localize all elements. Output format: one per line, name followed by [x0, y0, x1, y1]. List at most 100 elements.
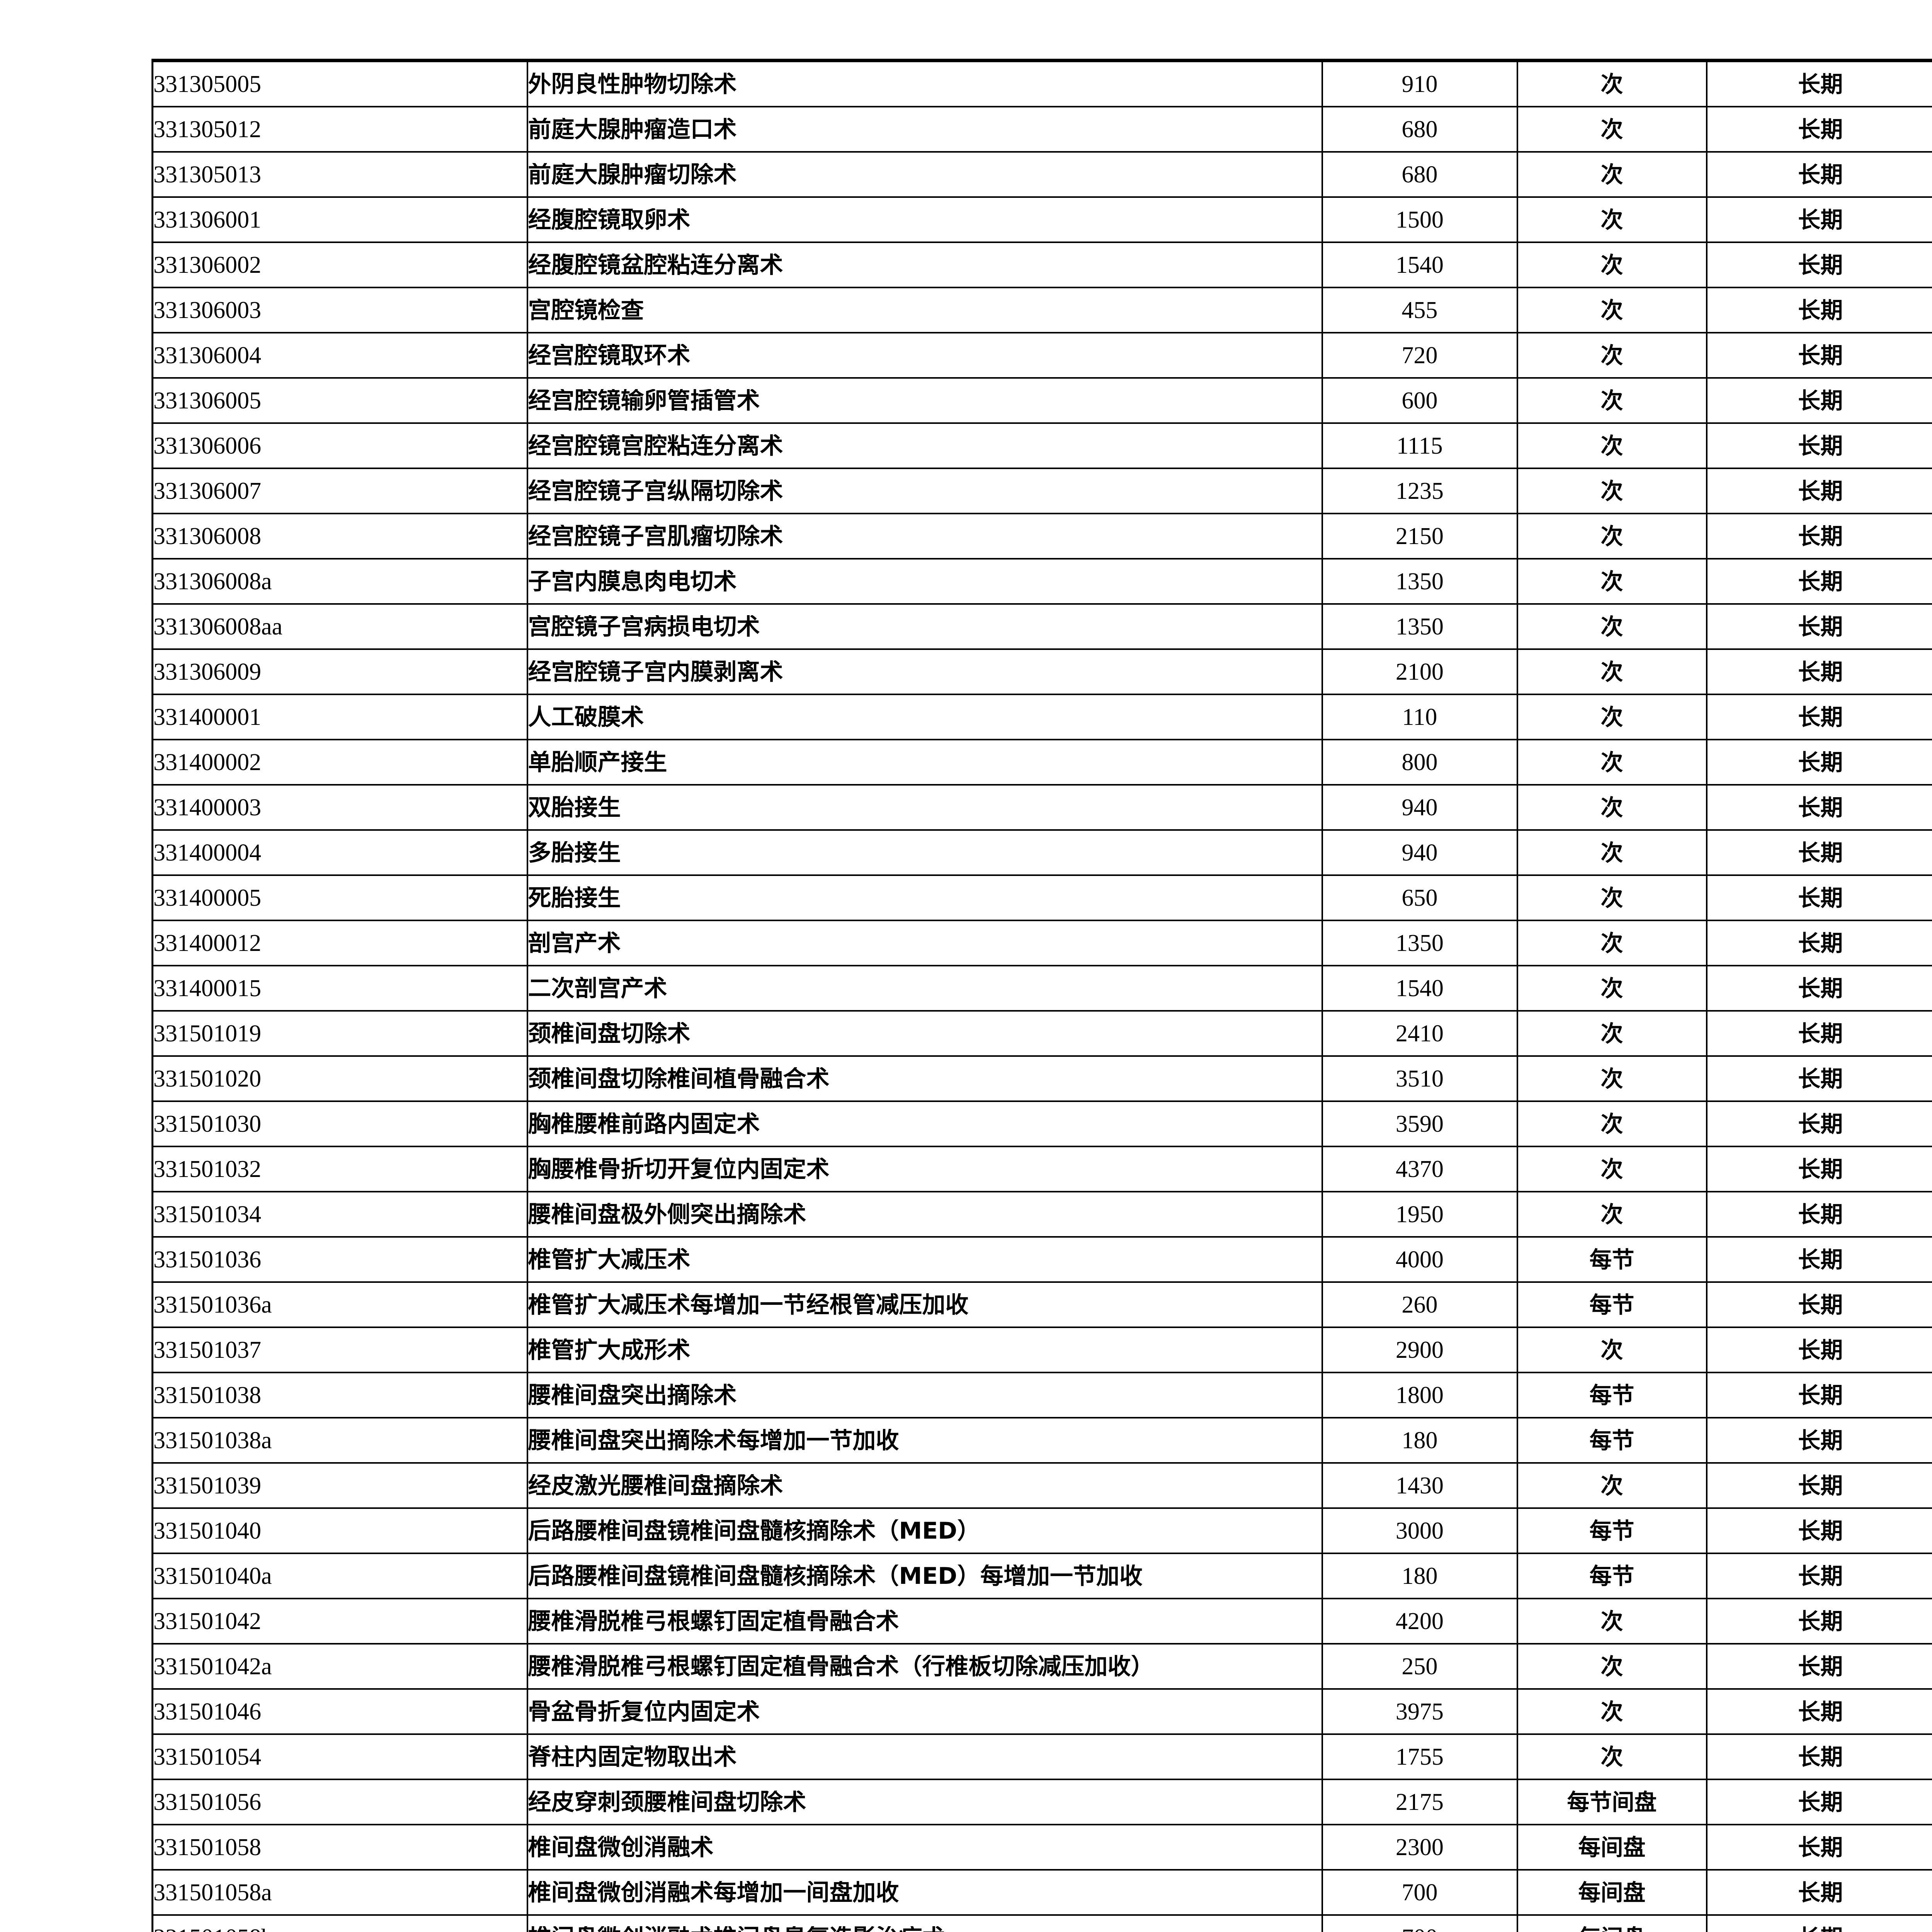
- table-row: 331501042a 腰椎滑脱椎弓根螺钉固定植骨融合术（行椎板切除减压加收） 250…: [151, 1643, 1932, 1690]
- cell-unit: 次: [1516, 694, 1708, 740]
- cell-service-name: 骨盆骨折复位内固定术: [526, 1688, 1323, 1735]
- cell-service-code: 331501039: [151, 1462, 528, 1509]
- cell-unit: 次: [1516, 287, 1708, 333]
- service-name-text: 单胎顺产接生: [528, 750, 667, 774]
- service-name-text: 椎管扩大减压术: [528, 1248, 690, 1271]
- cell-period: 长期: [1706, 603, 1932, 650]
- cell-period: 长期: [1706, 60, 1932, 107]
- cell-unit: 次: [1516, 60, 1708, 107]
- service-name-text: 经宫腔镜子宫肌瘤切除术: [528, 524, 783, 548]
- cell-price: 2900: [1321, 1327, 1518, 1373]
- cell-period: 长期: [1706, 196, 1932, 243]
- service-name-text: 后路腰椎间盘镜椎间盘髓核摘除术（MED）每增加一节加收: [528, 1564, 1143, 1588]
- cell-service-name: 经宫腔镜子宫内膜剥离术: [526, 648, 1323, 695]
- cell-unit: 次: [1516, 1100, 1708, 1147]
- cell-service-code: 331305013: [151, 151, 528, 198]
- cell-period: 长期: [1706, 106, 1932, 153]
- cell-service-name: 后路腰椎间盘镜椎间盘髓核摘除术（MED）: [526, 1507, 1323, 1554]
- table-row: 331501038 腰椎间盘突出摘除术 1800 每节 长期: [151, 1372, 1932, 1418]
- service-name-text: 外阴良性肿物切除术: [528, 72, 737, 96]
- service-name-text: 骨盆骨折复位内固定术: [528, 1700, 760, 1723]
- cell-unit: 每节: [1516, 1417, 1708, 1464]
- cell-unit: 次: [1516, 1643, 1708, 1690]
- cell-service-name: 经宫腔镜宫腔粘连分离术: [526, 422, 1323, 469]
- table-row: 331501030 胸椎腰椎前路内固定术 3590 次长期: [151, 1100, 1932, 1147]
- table-row: 331501058a 椎间盘微创消融术每增加一间盘加收 700 每间盘 长期: [151, 1869, 1932, 1916]
- cell-service-name: 经皮穿刺颈腰椎间盘切除术: [526, 1779, 1323, 1825]
- cell-service-code: 331306001: [151, 196, 528, 243]
- cell-service-code: 331400012: [151, 920, 528, 966]
- cell-service-name: 子宫内膜息肉电切术: [526, 558, 1323, 605]
- cell-unit: 次: [1516, 1327, 1708, 1373]
- service-name-text: 椎管扩大成形术: [528, 1338, 690, 1362]
- table-row: 331306008a 子宫内膜息肉电切术 1350 次长期: [151, 558, 1932, 605]
- cell-service-code: 331400002: [151, 739, 528, 786]
- cell-price: 260: [1321, 1281, 1518, 1328]
- cell-unit: 每节间盘: [1516, 1779, 1708, 1825]
- cell-price: 2150: [1321, 513, 1518, 560]
- service-name-text: 经皮激光腰椎间盘摘除术: [528, 1474, 783, 1497]
- table-row: 331400005 死胎接生 650 次长期: [151, 874, 1932, 921]
- cell-unit: 次: [1516, 106, 1708, 153]
- cell-period: 长期: [1706, 513, 1932, 560]
- cell-service-name: 颈椎间盘切除椎间植骨融合术: [526, 1055, 1323, 1102]
- cell-service-name: 经宫腔镜取环术: [526, 332, 1323, 379]
- cell-service-name: 后路腰椎间盘镜椎间盘髓核摘除术（MED）每增加一节加收: [526, 1553, 1323, 1599]
- cell-price: 3510: [1321, 1055, 1518, 1102]
- table-row: 331501040a 后路腰椎间盘镜椎间盘髓核摘除术（MED）每增加一节加收 180…: [151, 1553, 1932, 1599]
- cell-price: 180: [1321, 1417, 1518, 1464]
- cell-unit: 次: [1516, 513, 1708, 560]
- cell-service-name: 椎管扩大减压术每增加一节经根管减压加收: [526, 1281, 1323, 1328]
- service-name-text: 经腹腔镜取卵术: [528, 208, 690, 231]
- cell-price: 680: [1321, 106, 1518, 153]
- cell-price: 180: [1321, 1553, 1518, 1599]
- cell-unit: 每间盘: [1516, 1824, 1708, 1871]
- cell-period: 长期: [1706, 739, 1932, 786]
- cell-service-name: 前庭大腺肿瘤切除术: [526, 151, 1323, 198]
- cell-price: 1430: [1321, 1462, 1518, 1509]
- cell-period: 长期: [1706, 1100, 1932, 1147]
- cell-service-name: 前庭大腺肿瘤造口术: [526, 106, 1323, 153]
- cell-unit: 次: [1516, 332, 1708, 379]
- cell-price: 2175: [1321, 1779, 1518, 1825]
- cell-service-name: 腰椎间盘极外侧突出摘除术: [526, 1191, 1323, 1238]
- cell-price: 250: [1321, 1643, 1518, 1690]
- cell-service-name: 胸腰椎骨折切开复位内固定术: [526, 1146, 1323, 1192]
- cell-service-code: 331306006: [151, 422, 528, 469]
- table-row: 331306001 经腹腔镜取卵术 1500 次长期: [151, 196, 1932, 243]
- cell-price: 940: [1321, 829, 1518, 876]
- cell-price: 600: [1321, 377, 1518, 424]
- cell-period: 长期: [1706, 1598, 1932, 1645]
- table-row: 331400012 剖宫产术 1350 次长期: [151, 920, 1932, 966]
- cell-price: 1950: [1321, 1191, 1518, 1238]
- table-row: 331306007 经宫腔镜子宫纵隔切除术 1235 次长期: [151, 468, 1932, 514]
- cell-period: 长期: [1706, 648, 1932, 695]
- cell-service-code: 331501040a: [151, 1553, 528, 1599]
- cell-period: 长期: [1706, 422, 1932, 469]
- cell-unit: 次: [1516, 784, 1708, 831]
- cell-service-code: 331501040: [151, 1507, 528, 1554]
- table-row: 331501037 椎管扩大成形术 2900 次长期: [151, 1327, 1932, 1373]
- cell-period: 长期: [1706, 1507, 1932, 1554]
- cell-service-code: 331306003: [151, 287, 528, 333]
- cell-service-code: 331306002: [151, 242, 528, 288]
- cell-service-code: 331306007: [151, 468, 528, 514]
- cell-unit: 次: [1516, 1688, 1708, 1735]
- cell-period: 长期: [1706, 1643, 1932, 1690]
- cell-unit: 次: [1516, 648, 1708, 695]
- cell-unit: 次: [1516, 422, 1708, 469]
- cell-service-name: 经腹腔镜盆腔粘连分离术: [526, 242, 1323, 288]
- cell-unit: 每间盘: [1516, 1914, 1708, 1932]
- cell-price: 1350: [1321, 558, 1518, 605]
- table-row: 331305012 前庭大腺肿瘤造口术 680 次长期: [151, 106, 1932, 153]
- cell-price: 800: [1321, 739, 1518, 786]
- cell-unit: 次: [1516, 1146, 1708, 1192]
- cell-unit: 次: [1516, 468, 1708, 514]
- cell-service-code: 331306005: [151, 377, 528, 424]
- cell-period: 长期: [1706, 1553, 1932, 1599]
- table-row: 331501019 颈椎间盘切除术 2410 次长期: [151, 1010, 1932, 1057]
- service-name-text: 颈椎间盘切除椎间植骨融合术: [528, 1067, 830, 1090]
- cell-unit: 次: [1516, 377, 1708, 424]
- cell-unit: 每节: [1516, 1553, 1708, 1599]
